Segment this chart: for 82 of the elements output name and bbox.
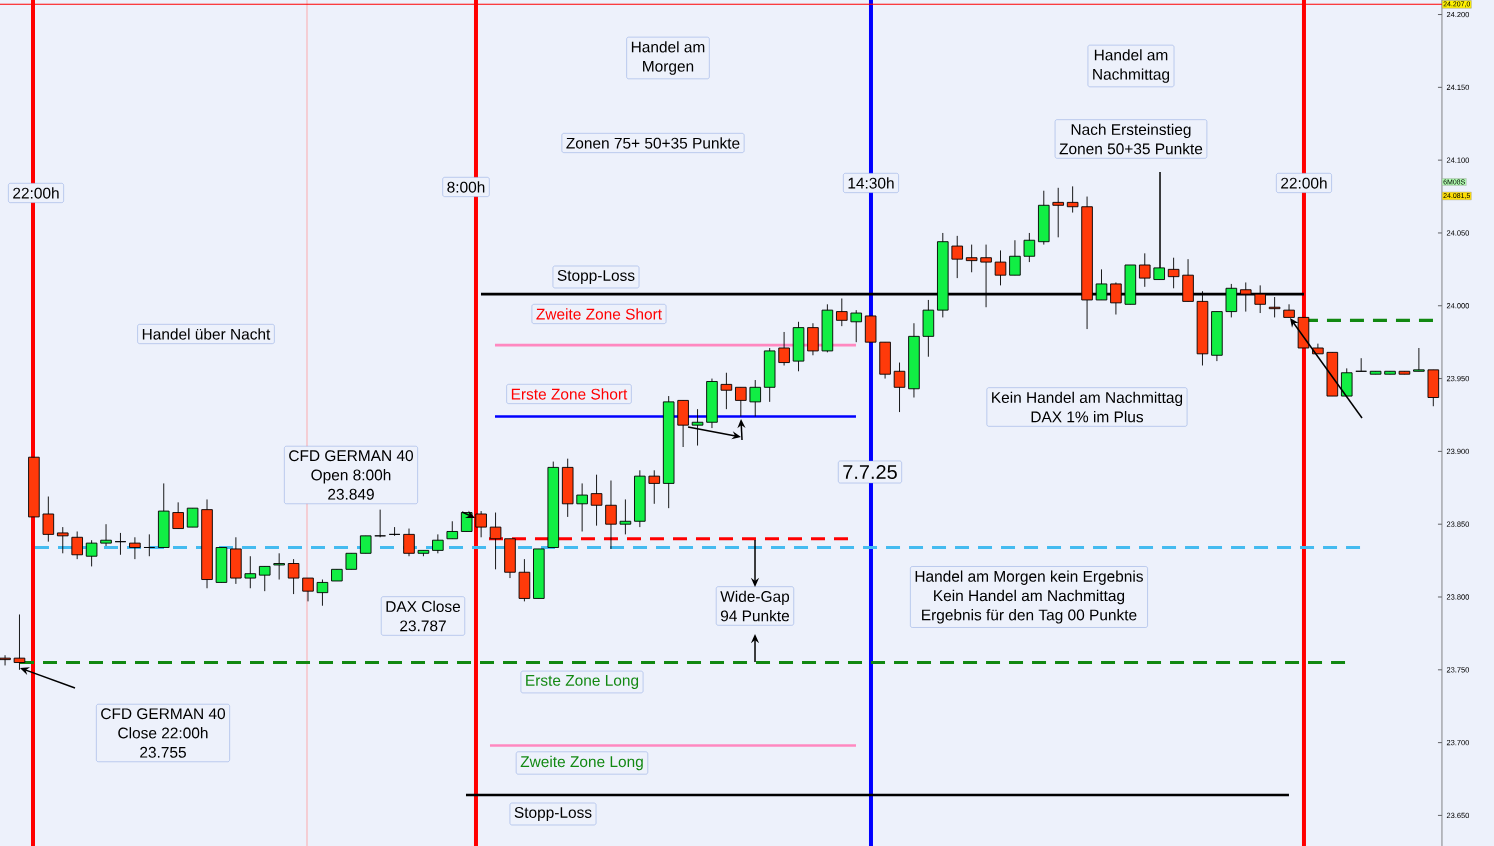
annotation: Open 8:00h	[311, 469, 391, 484]
annotation: 7.7.25	[843, 464, 897, 480]
annotation: Zonen 75+ 50+35 Punkte	[566, 137, 740, 149]
candlestick	[100, 523, 112, 547]
candlestick	[85, 539, 98, 567]
candlestick	[302, 577, 314, 602]
candlestick	[735, 386, 747, 417]
annotation: DAX 1% im Plus	[1031, 410, 1144, 423]
annotation: Handel über Nacht	[142, 328, 271, 340]
annotation: Nachmittag	[1093, 68, 1170, 83]
candlestick	[374, 509, 386, 538]
candlestick	[893, 362, 906, 413]
candlestick	[994, 249, 1007, 286]
candlestick	[287, 558, 300, 595]
candlestick	[1052, 187, 1064, 238]
candlestick	[1167, 257, 1180, 289]
annotation: Kein Handel am Nachmittag	[934, 589, 1125, 605]
candlestick	[388, 526, 401, 537]
candlestick	[71, 531, 83, 560]
candlestick	[951, 235, 964, 279]
candlestick	[316, 579, 329, 607]
candlestick	[244, 555, 257, 589]
candlestick	[836, 298, 848, 327]
candlestick	[807, 322, 819, 356]
ref-line-label: Erste Zone Short	[511, 388, 628, 400]
candlestick	[720, 372, 733, 410]
ref-line-label: Stopp-Loss	[557, 269, 635, 284]
candlestick	[1138, 252, 1151, 288]
annotation: 14:30h	[848, 177, 894, 189]
candlestick	[590, 474, 603, 527]
candlestick	[648, 469, 661, 505]
annotation: 22:00h	[1281, 177, 1327, 189]
annotation: 23.755	[140, 746, 186, 758]
candlestick	[143, 533, 156, 557]
annotation: Nach Ersteinstieg	[1071, 123, 1191, 139]
candlestick	[1340, 367, 1353, 397]
candlestick	[13, 614, 26, 671]
ref-line-label: Erste Zone Long	[526, 675, 639, 689]
candlestick	[114, 532, 127, 556]
annotation: Kein Handel am Nachmittag	[992, 391, 1183, 407]
candlestick	[258, 565, 271, 592]
candlestick	[1009, 239, 1021, 276]
ref-line-label: Zweite Zone Long	[520, 755, 643, 771]
annotation: Handel am Morgen kein Ergebnis	[915, 570, 1143, 585]
candlestick	[129, 536, 141, 560]
annotation: Ergebnis für den Tag 00 Punkte	[922, 609, 1137, 624]
candlestick	[619, 498, 632, 535]
candlestick	[1355, 357, 1367, 372]
candlestick	[778, 331, 790, 366]
candlestick	[576, 482, 588, 532]
candlestick	[850, 309, 863, 343]
candlestick	[1413, 347, 1425, 372]
annotation: Handel am	[1094, 49, 1168, 61]
candlestick	[403, 528, 415, 557]
candlestick	[1268, 296, 1281, 318]
annotation: 23.787	[400, 620, 446, 632]
candlestick	[749, 379, 762, 417]
candlestick	[186, 507, 199, 528]
annotation: CFD GERMAN 40	[289, 450, 413, 462]
annotation: Handel am	[631, 41, 705, 53]
annotation: CFD GERMAN 40	[101, 708, 226, 720]
candlestick	[1023, 232, 1036, 263]
candlestick	[42, 496, 55, 543]
annotation: 8:00h	[447, 181, 485, 193]
candlestick	[489, 512, 502, 570]
candlestick	[172, 501, 184, 530]
annotation: Morgen	[643, 60, 694, 75]
annotation: DAX Close	[386, 600, 461, 613]
ref-line-label: Stopp-Loss	[514, 807, 592, 821]
annotation: Close 22:00h	[118, 727, 208, 739]
annotation: 23.849	[328, 488, 374, 500]
annotation: Wide-Gap	[720, 590, 790, 606]
annotation: 94 Punkte	[720, 609, 790, 622]
annotation: 22:00h	[13, 187, 59, 199]
candlestick	[1066, 185, 1079, 214]
candlestick	[605, 480, 617, 550]
candlestick	[273, 552, 285, 580]
annotation: Zonen 50+35 Punkte	[1059, 142, 1203, 155]
candlestick	[432, 533, 444, 554]
ref-line-label: Zweite Zone Short	[536, 308, 662, 320]
candlestick	[965, 244, 978, 273]
candlestick	[56, 526, 69, 554]
